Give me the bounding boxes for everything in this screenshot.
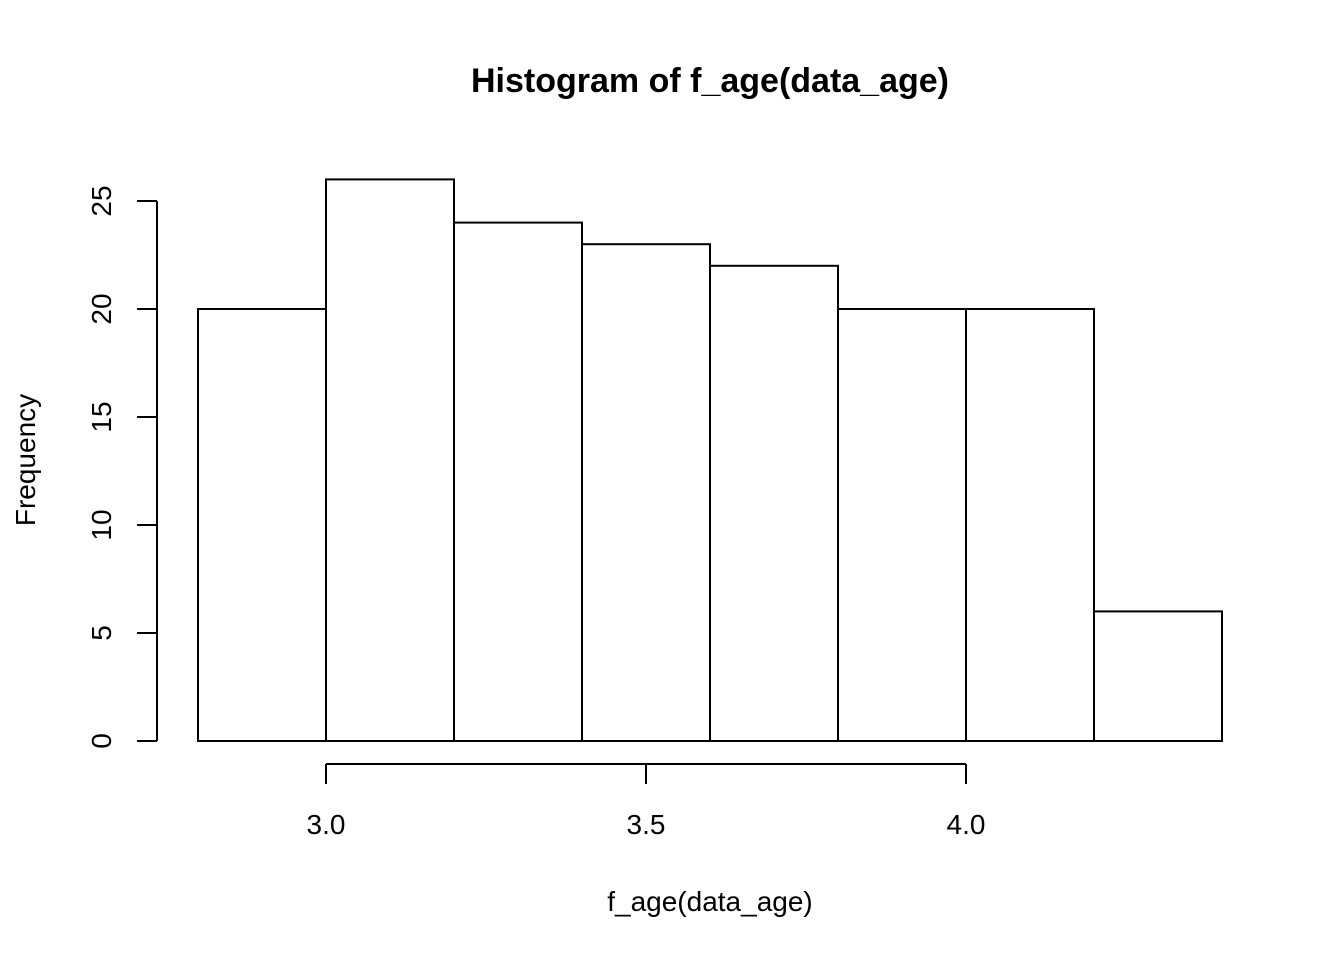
bars-group — [197, 178, 1223, 743]
y-tick-label: 5 — [86, 625, 117, 641]
y-tick-label: 25 — [86, 185, 117, 216]
histogram-bar-1 — [197, 308, 327, 742]
y-tick-label: 15 — [86, 401, 117, 432]
y-tick-label: 0 — [86, 733, 117, 749]
y-axis-label: Frequency — [10, 394, 41, 526]
histogram-bar-8 — [1093, 610, 1223, 743]
y-tick-label: 20 — [86, 293, 117, 324]
chart-title: Histogram of f_age(data_age) — [471, 62, 949, 100]
y-axis: 0 5 10 15 20 25 — [86, 185, 158, 749]
x-tick-label: 3.5 — [627, 809, 666, 840]
x-axis-label: f_age(data_age) — [607, 886, 813, 917]
x-axis: 3.0 3.5 4.0 — [307, 763, 986, 840]
histogram-bar-6 — [837, 308, 967, 742]
x-tick-label: 3.0 — [307, 809, 346, 840]
x-tick-label: 4.0 — [947, 809, 986, 840]
histogram-bar-3 — [453, 221, 583, 743]
histogram-bar-5 — [709, 264, 839, 742]
histogram-bar-2 — [325, 178, 455, 742]
y-tick-label: 10 — [86, 509, 117, 540]
histogram-bar-4 — [581, 243, 711, 742]
histogram-bar-7 — [965, 308, 1095, 742]
